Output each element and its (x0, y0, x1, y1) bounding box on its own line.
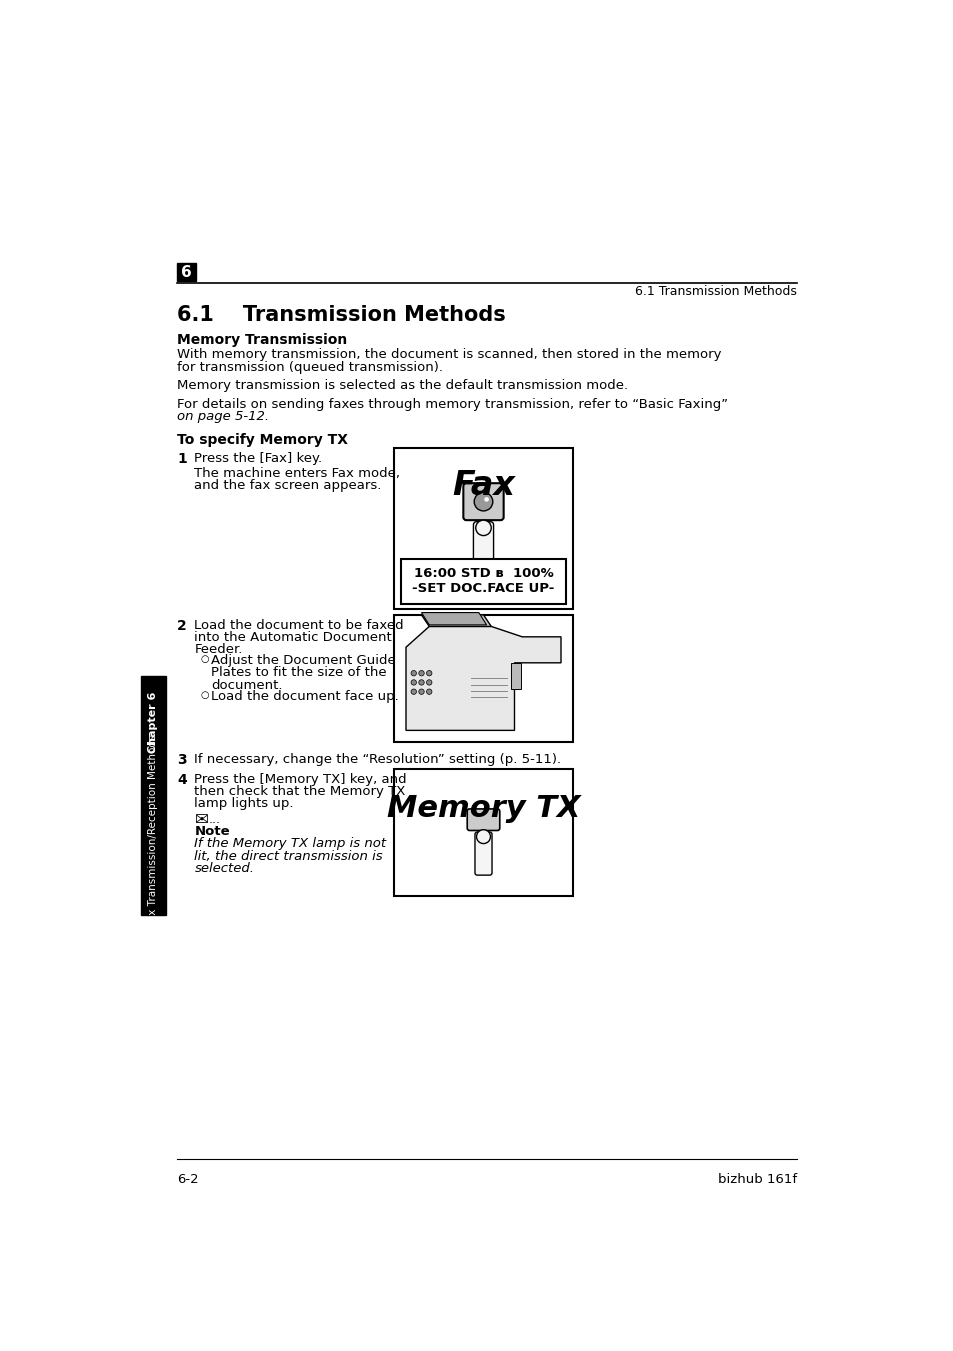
Ellipse shape (476, 830, 490, 843)
Text: Plates to fit the size of the: Plates to fit the size of the (212, 666, 387, 680)
Circle shape (426, 689, 432, 694)
Text: To specify Memory TX: To specify Memory TX (177, 434, 348, 447)
Text: 6.1 Transmission Methods: 6.1 Transmission Methods (635, 285, 797, 299)
Text: ...: ... (208, 813, 220, 825)
Text: document.: document. (212, 678, 283, 692)
Circle shape (474, 493, 493, 511)
Text: Chapter 6: Chapter 6 (149, 692, 158, 754)
Text: Load the document to be faxed: Load the document to be faxed (194, 619, 404, 632)
Polygon shape (406, 627, 560, 731)
Circle shape (418, 689, 424, 694)
FancyBboxPatch shape (473, 521, 493, 570)
Circle shape (418, 670, 424, 676)
Text: into the Automatic Document: into the Automatic Document (194, 631, 392, 644)
Text: 6: 6 (181, 265, 192, 280)
Text: Memory TX: Memory TX (386, 793, 579, 823)
Bar (141, 677, 166, 915)
Circle shape (411, 670, 416, 676)
Text: 3: 3 (177, 753, 187, 767)
Text: ✉: ✉ (194, 811, 208, 830)
Text: for transmission (queued transmission).: for transmission (queued transmission). (177, 361, 443, 374)
Bar (177, 263, 195, 281)
Text: Press the [Memory TX] key, and: Press the [Memory TX] key, and (194, 773, 407, 786)
Polygon shape (421, 612, 486, 626)
Text: Press the [Fax] key.: Press the [Fax] key. (194, 451, 322, 465)
Circle shape (411, 680, 416, 685)
Text: Memory Transmission: Memory Transmission (177, 334, 347, 347)
Text: Memory transmission is selected as the default transmission mode.: Memory transmission is selected as the d… (177, 380, 628, 392)
Text: 4: 4 (177, 773, 187, 786)
FancyBboxPatch shape (475, 832, 492, 875)
Circle shape (411, 689, 416, 694)
Text: 6-2: 6-2 (177, 1173, 199, 1186)
Bar (394, 447, 572, 609)
Bar (394, 769, 572, 896)
Text: The machine enters Fax mode,: The machine enters Fax mode, (194, 467, 400, 480)
Ellipse shape (476, 520, 491, 535)
Text: Load the document face up.: Load the document face up. (212, 689, 398, 703)
Text: Feeder.: Feeder. (194, 643, 243, 657)
Text: then check that the Memory TX: then check that the Memory TX (194, 785, 405, 798)
Text: Note: Note (194, 825, 230, 838)
Circle shape (418, 680, 424, 685)
Text: Fax: Fax (452, 469, 515, 503)
Bar (511, 663, 520, 689)
Polygon shape (421, 615, 491, 627)
Text: lamp lights up.: lamp lights up. (194, 797, 294, 811)
Text: 2: 2 (177, 619, 187, 632)
Text: Fax Transmission/Reception Methods: Fax Transmission/Reception Methods (149, 735, 158, 927)
FancyBboxPatch shape (467, 809, 499, 831)
Text: 16:00 STD в  100%: 16:00 STD в 100% (414, 567, 553, 580)
Bar (400, 559, 566, 604)
Text: lit, the direct transmission is: lit, the direct transmission is (194, 850, 383, 863)
Text: With memory transmission, the document is scanned, then stored in the memory: With memory transmission, the document i… (177, 349, 721, 362)
Text: -SET DOC.FACE UP-: -SET DOC.FACE UP- (412, 582, 554, 596)
Text: ○: ○ (200, 654, 209, 665)
Text: ○: ○ (200, 689, 209, 700)
Text: For details on sending faxes through memory transmission, refer to “Basic Faxing: For details on sending faxes through mem… (177, 397, 728, 411)
Circle shape (426, 670, 432, 676)
Text: Adjust the Document Guide: Adjust the Document Guide (212, 654, 395, 667)
Text: If the Memory TX lamp is not: If the Memory TX lamp is not (194, 838, 386, 850)
Circle shape (426, 680, 432, 685)
Text: 1: 1 (177, 451, 187, 466)
Text: on page 5-12.: on page 5-12. (177, 411, 269, 423)
Text: If necessary, change the “Resolution” setting (p. 5-11).: If necessary, change the “Resolution” se… (194, 753, 561, 766)
Text: 6.1    Transmission Methods: 6.1 Transmission Methods (177, 304, 506, 324)
Text: bizhub 161f: bizhub 161f (718, 1173, 797, 1186)
Text: and the fax screen appears.: and the fax screen appears. (194, 480, 381, 492)
Bar (394, 615, 572, 742)
FancyBboxPatch shape (463, 484, 503, 520)
Circle shape (484, 497, 488, 501)
Text: selected.: selected. (194, 862, 254, 875)
